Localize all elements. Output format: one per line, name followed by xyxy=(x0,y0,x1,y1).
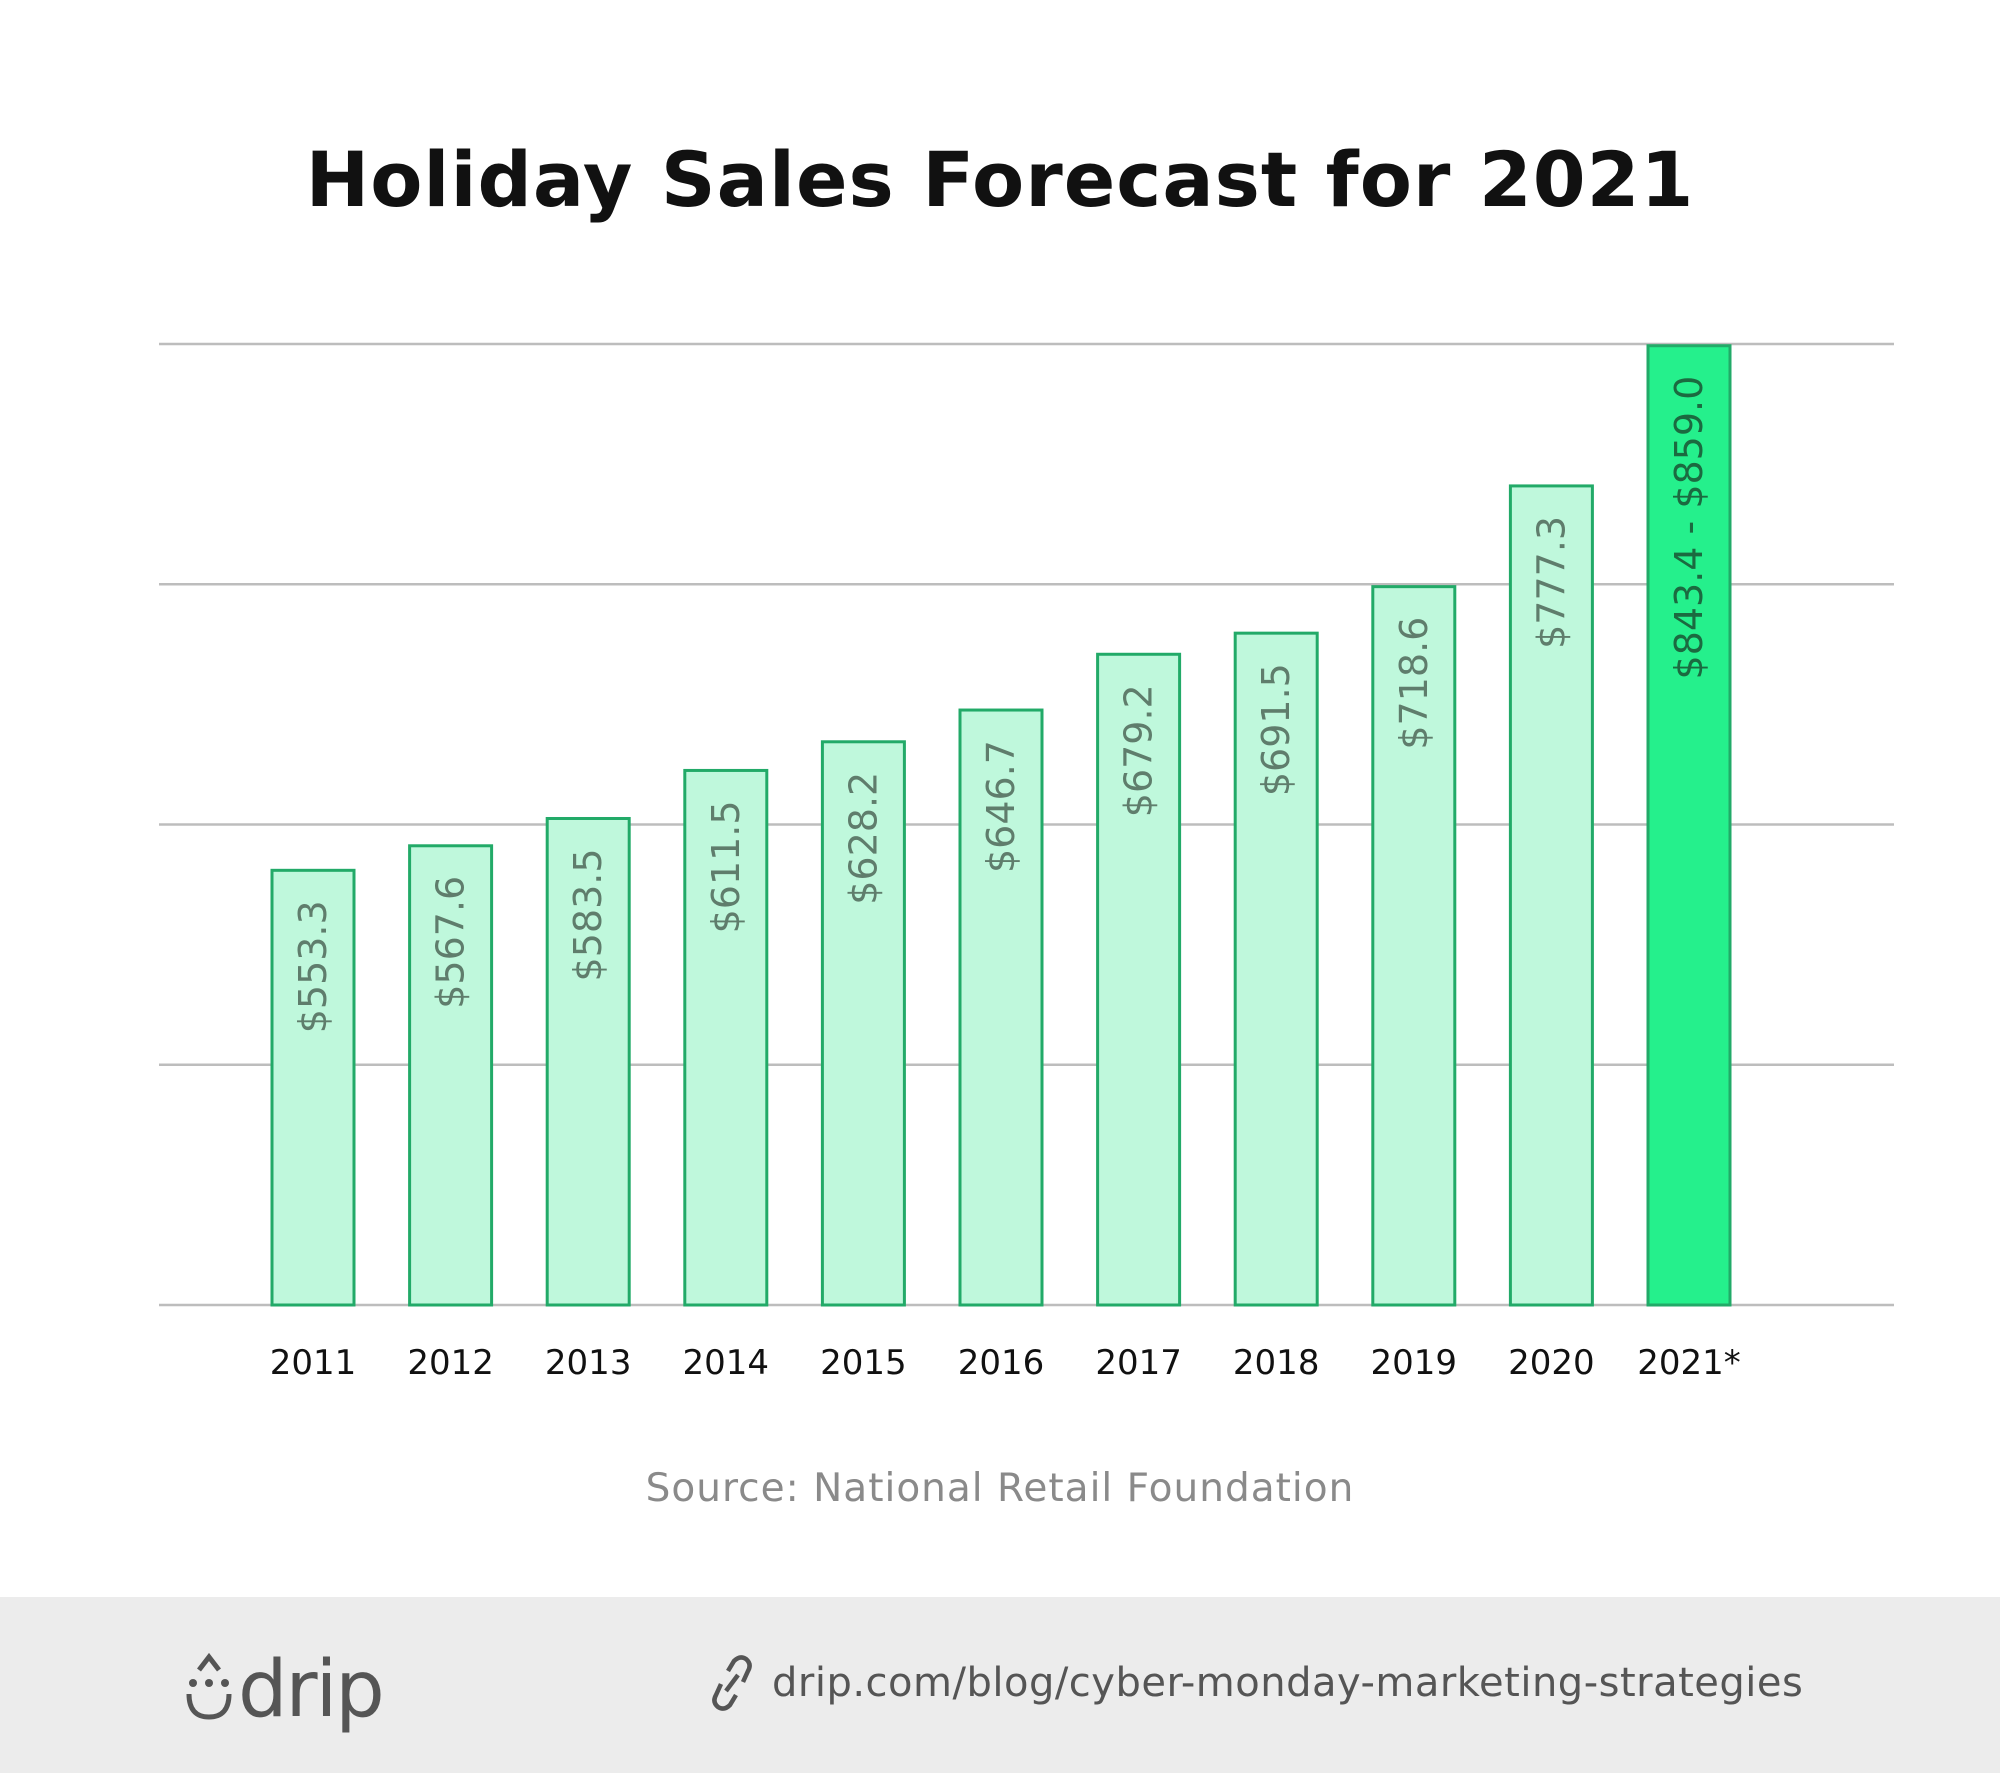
data-label-2015: $628.2 xyxy=(841,772,885,905)
data-label-2014: $611.5 xyxy=(704,800,748,933)
data-label-2017: $679.2 xyxy=(1117,684,1161,817)
x-tick-2012: 2012 xyxy=(407,1343,494,1383)
bar-chart: $553.3 $567.6 $583.5 $611.5 $628.2 $646.7 $679… xyxy=(159,342,1894,1383)
data-label-2012: $567.6 xyxy=(429,876,473,1009)
x-tick-2021*: 2021* xyxy=(1637,1343,1741,1383)
data-label-2019: $718.6 xyxy=(1392,617,1436,750)
bar-2011 xyxy=(270,868,356,1307)
link-icon xyxy=(712,1655,752,1711)
bar-2019 xyxy=(1371,585,1457,1307)
footer-link[interactable]: drip.com/blog/cyber-monday-marketing-str… xyxy=(710,1655,1803,1711)
bar-2017 xyxy=(1096,652,1182,1307)
footer-url[interactable]: drip.com/blog/cyber-monday-marketing-str… xyxy=(772,1660,1804,1706)
bar-2013 xyxy=(545,816,631,1307)
drip-smiley-icon xyxy=(186,1652,232,1720)
logo-text: drip xyxy=(238,1645,385,1735)
x-tick-2011: 2011 xyxy=(270,1343,357,1383)
bar-2018 xyxy=(1233,631,1319,1307)
data-labels: $553.3 $567.6 $583.5 $611.5 $628.2 $646.7 $679… xyxy=(291,376,1711,1034)
x-tick-2018: 2018 xyxy=(1233,1343,1320,1383)
drip-logo: drip xyxy=(186,1645,385,1735)
bar-2014 xyxy=(683,768,769,1307)
x-tick-2014: 2014 xyxy=(683,1343,770,1383)
bar-2015 xyxy=(820,740,906,1307)
bar-2020 xyxy=(1508,484,1594,1307)
x-tick-labels: 2011 2012 2013 2014 2015 2016 2017 2018 2019 2020… xyxy=(270,1343,1741,1383)
source-note: Source: National Retail Foundation xyxy=(645,1466,1355,1511)
data-label-2011: $553.3 xyxy=(291,900,335,1033)
x-tick-2016: 2016 xyxy=(958,1343,1045,1383)
x-tick-2013: 2013 xyxy=(545,1343,632,1383)
data-label-2018: $691.5 xyxy=(1254,663,1298,796)
x-tick-2017: 2017 xyxy=(1095,1343,1182,1383)
bar-2016 xyxy=(958,708,1044,1307)
data-label-2020: $777.3 xyxy=(1529,516,1573,649)
bar-2012 xyxy=(408,844,494,1307)
data-label-2013: $583.5 xyxy=(566,848,610,981)
data-label-2016: $646.7 xyxy=(979,740,1023,873)
chart-title: Holiday Sales Forecast for 2021 xyxy=(305,135,1695,224)
bar-2021* xyxy=(1646,344,1732,1307)
footer: drip drip.com/blog/cyber-monday-marketin… xyxy=(0,1597,2000,1773)
x-tick-2019: 2019 xyxy=(1371,1343,1458,1383)
x-tick-2020: 2020 xyxy=(1508,1343,1595,1383)
x-tick-2015: 2015 xyxy=(820,1343,907,1383)
data-label-2021*: $843.4 - $859.0 xyxy=(1667,376,1711,680)
bars xyxy=(270,344,1732,1307)
